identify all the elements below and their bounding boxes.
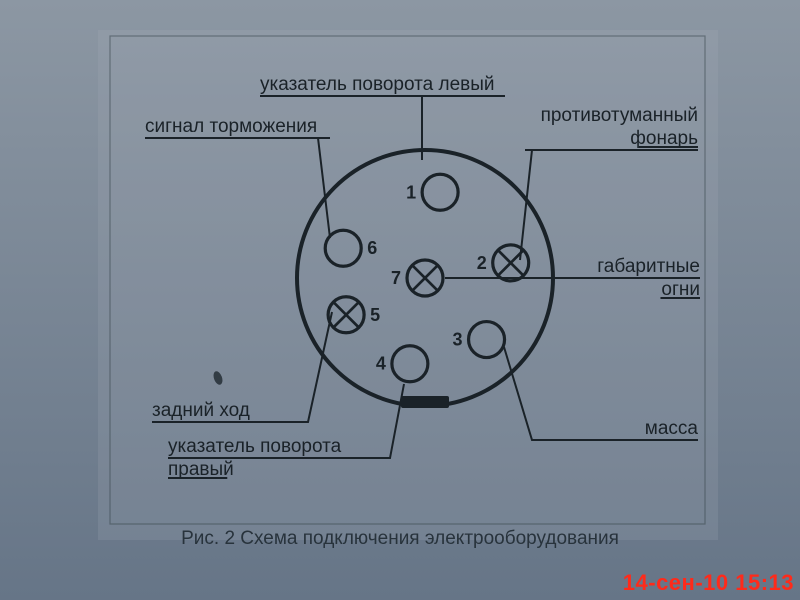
pin-number-4: 4 bbox=[376, 354, 386, 374]
pin-number-3: 3 bbox=[453, 330, 463, 350]
pin-number-6: 6 bbox=[367, 238, 377, 258]
pin-number-1: 1 bbox=[406, 182, 416, 202]
pin-number-5: 5 bbox=[370, 305, 380, 325]
callout-label-pin-7-line-1: огни bbox=[661, 279, 700, 300]
callout-label-pin-2-line-1: фонарь bbox=[630, 128, 698, 149]
callout-label-pin-4-line-0: указатель поворота bbox=[168, 436, 342, 457]
photo-timestamp: 14-сен-10 15:13 bbox=[623, 570, 794, 596]
callout-label-pin-5-line-0: задний ход bbox=[152, 400, 250, 421]
connector-diagram-svg: 1 2 3 4 5 67 указатель поворота левый сигнал то… bbox=[0, 0, 800, 600]
callout-label-pin-6-line-0: сигнал торможения bbox=[145, 116, 317, 137]
callout-label-pin-7-line-0: габаритные bbox=[597, 256, 700, 277]
pin-number-7: 7 bbox=[391, 268, 401, 288]
figure-caption: Рис. 2 Схема подключения электрооборудов… bbox=[181, 528, 619, 549]
callout-label-pin-4-line-1: правый bbox=[168, 459, 234, 480]
diagram-photo: 1 2 3 4 5 67 указатель поворота левый сигнал то… bbox=[0, 0, 800, 600]
callout-label-pin-1-line-0: указатель поворота левый bbox=[260, 74, 495, 95]
callout-label-pin-2-line-0: противотуманный bbox=[541, 105, 698, 126]
callout-label-pin-3-line-0: масса bbox=[645, 418, 699, 439]
pin-number-2: 2 bbox=[477, 253, 487, 273]
